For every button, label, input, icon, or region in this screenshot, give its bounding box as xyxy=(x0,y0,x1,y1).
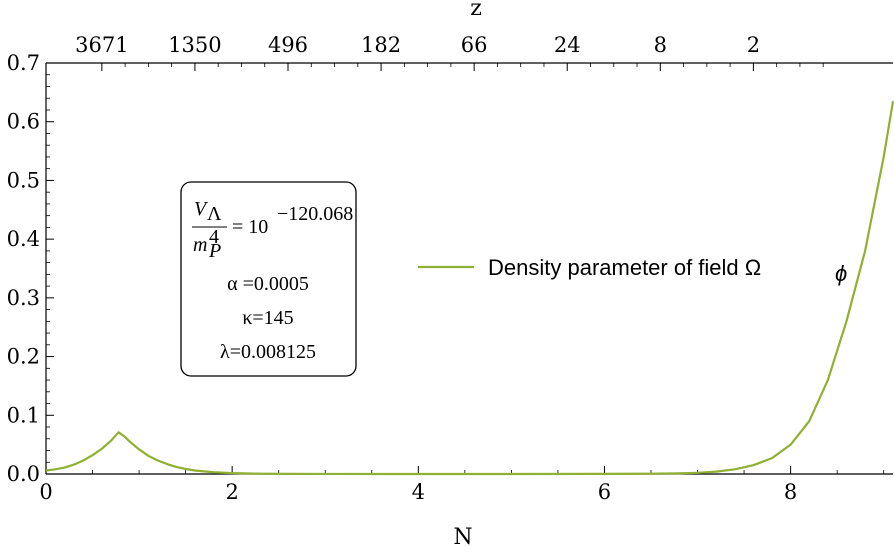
density-parameter-line xyxy=(45,100,894,476)
top-tick-label: 8 xyxy=(654,33,667,57)
legend-label: Density parameter of field Ω xyxy=(488,255,761,280)
top-tick-label: 24 xyxy=(554,33,581,57)
parameter-box-frame xyxy=(180,181,357,377)
parameter-box: V Λ m 4 P = 10 −120.068 α =0.0005 κ=145 … xyxy=(180,181,357,377)
y-tick-label: 0.1 xyxy=(7,403,40,427)
y-tick-label: 0.7 xyxy=(7,51,40,75)
param-v-equals: = 10 xyxy=(232,216,268,238)
x-tick-label: 0 xyxy=(39,480,52,504)
legend: Density parameter of field Ω ϕ xyxy=(418,255,847,286)
param-lambda: λ=0.008125 xyxy=(220,341,316,363)
top-tick-label: 182 xyxy=(361,33,401,57)
x-axis-title: N xyxy=(453,525,472,550)
top-tick-label: 2 xyxy=(747,33,760,57)
top-tick-label: 3671 xyxy=(75,33,128,57)
param-v-denominator: m xyxy=(193,234,207,256)
y-tick-label: 0.2 xyxy=(7,345,40,369)
y-tick-label: 0.0 xyxy=(7,462,40,486)
top-tick-label: 496 xyxy=(268,33,308,57)
param-v-denominator-sub: P xyxy=(208,240,221,262)
y-tick-label: 0.4 xyxy=(7,227,40,251)
x-tick-label: 2 xyxy=(225,480,238,504)
top-axis-title: z xyxy=(470,0,482,21)
param-kappa: κ=145 xyxy=(242,307,293,329)
param-v-exponent: −120.068 xyxy=(277,203,353,225)
y-tick-label: 0.6 xyxy=(7,110,40,134)
x-tick-label: 4 xyxy=(412,480,425,504)
top-tick-label: 1350 xyxy=(168,33,221,57)
param-v-numerator-sub: Λ xyxy=(207,203,222,225)
legend-subscript: ϕ xyxy=(835,261,847,286)
param-alpha: α =0.0005 xyxy=(227,273,309,295)
y-tick-label: 0.3 xyxy=(7,286,40,310)
x-tick-label: 8 xyxy=(784,480,797,504)
y-tick-label: 0.5 xyxy=(7,168,40,192)
param-v-denominator-sup: 4 xyxy=(209,226,219,248)
param-v-numerator: V xyxy=(194,198,209,220)
x-tick-label: 6 xyxy=(598,480,611,504)
top-tick-label: 66 xyxy=(461,33,488,57)
